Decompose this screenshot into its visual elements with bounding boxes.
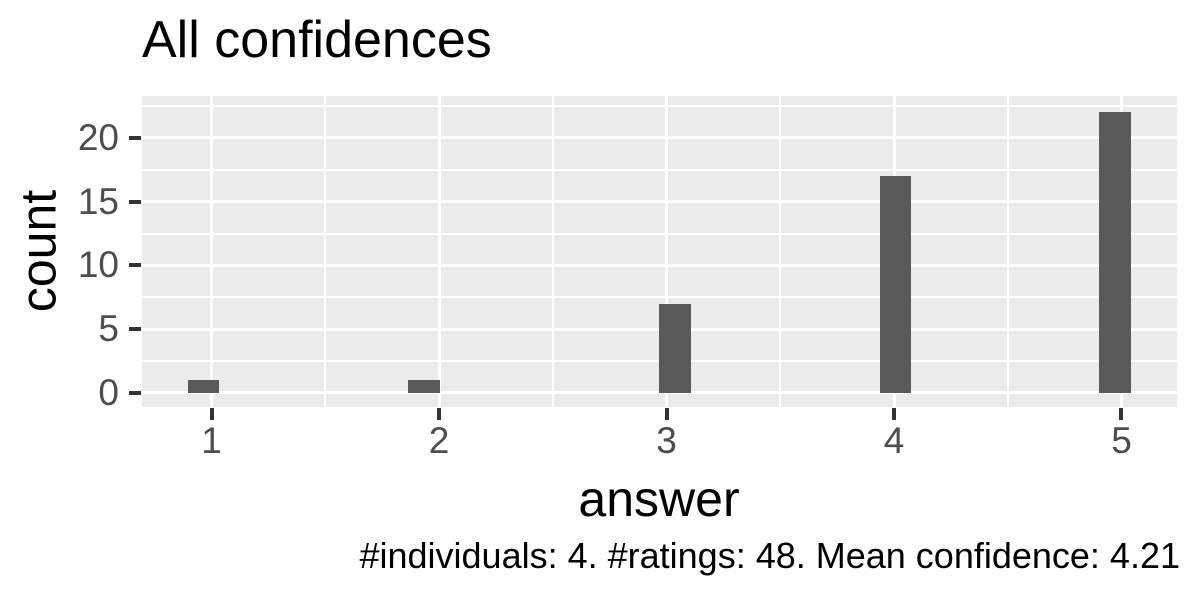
x-tick-label: 1 <box>201 420 222 461</box>
bar <box>879 176 912 393</box>
y-axis-tick <box>129 199 141 204</box>
gridline-major-x <box>437 96 441 407</box>
x-axis-tick <box>437 408 442 420</box>
x-axis-tick <box>209 408 214 420</box>
gridline-minor-y <box>142 105 1177 108</box>
bar <box>659 303 691 393</box>
y-axis-tick <box>129 135 141 140</box>
chart-title: All confidences <box>142 11 492 69</box>
bar <box>187 380 220 393</box>
y-tick-label: 0 <box>98 371 119 413</box>
gridline-minor-y <box>142 232 1177 235</box>
gridline-minor-x <box>551 96 554 407</box>
x-tick-label: 2 <box>428 420 450 461</box>
gridline-minor-x <box>1006 96 1009 407</box>
gridline-major-y <box>142 263 1177 267</box>
bar <box>408 380 440 393</box>
y-axis-tick <box>129 263 141 268</box>
x-axis-tick <box>892 408 897 420</box>
y-tick-label: 10 <box>77 244 119 286</box>
gridline-major-y <box>142 391 1177 395</box>
gridline-minor-y <box>142 296 1177 299</box>
x-axis-title: answer <box>578 471 740 527</box>
gridline-major-x <box>665 96 669 407</box>
gridline-minor-x <box>324 96 327 407</box>
gridline-minor-x <box>779 96 782 407</box>
x-tick-label: 5 <box>1111 420 1132 461</box>
y-tick-label: 15 <box>77 180 119 222</box>
gridline-major-y <box>142 200 1177 204</box>
gridline-minor-y <box>142 168 1177 171</box>
x-axis-tick <box>664 408 669 420</box>
y-axis-tick <box>129 327 141 332</box>
x-tick-label: 4 <box>883 420 905 461</box>
x-axis-tick <box>1119 408 1124 420</box>
chart-caption: #individuals: 4. #ratings: 48. Mean conf… <box>359 535 1180 576</box>
y-tick-label: 20 <box>77 116 119 158</box>
plot-panel <box>142 96 1177 407</box>
gridline-major-x <box>210 96 214 407</box>
bar <box>1099 112 1131 393</box>
y-axis-title: count <box>10 189 67 313</box>
gridline-major-y <box>142 136 1177 140</box>
y-tick-label: 5 <box>98 308 119 350</box>
x-tick-label: 3 <box>656 420 677 461</box>
y-axis-tick <box>129 390 141 395</box>
